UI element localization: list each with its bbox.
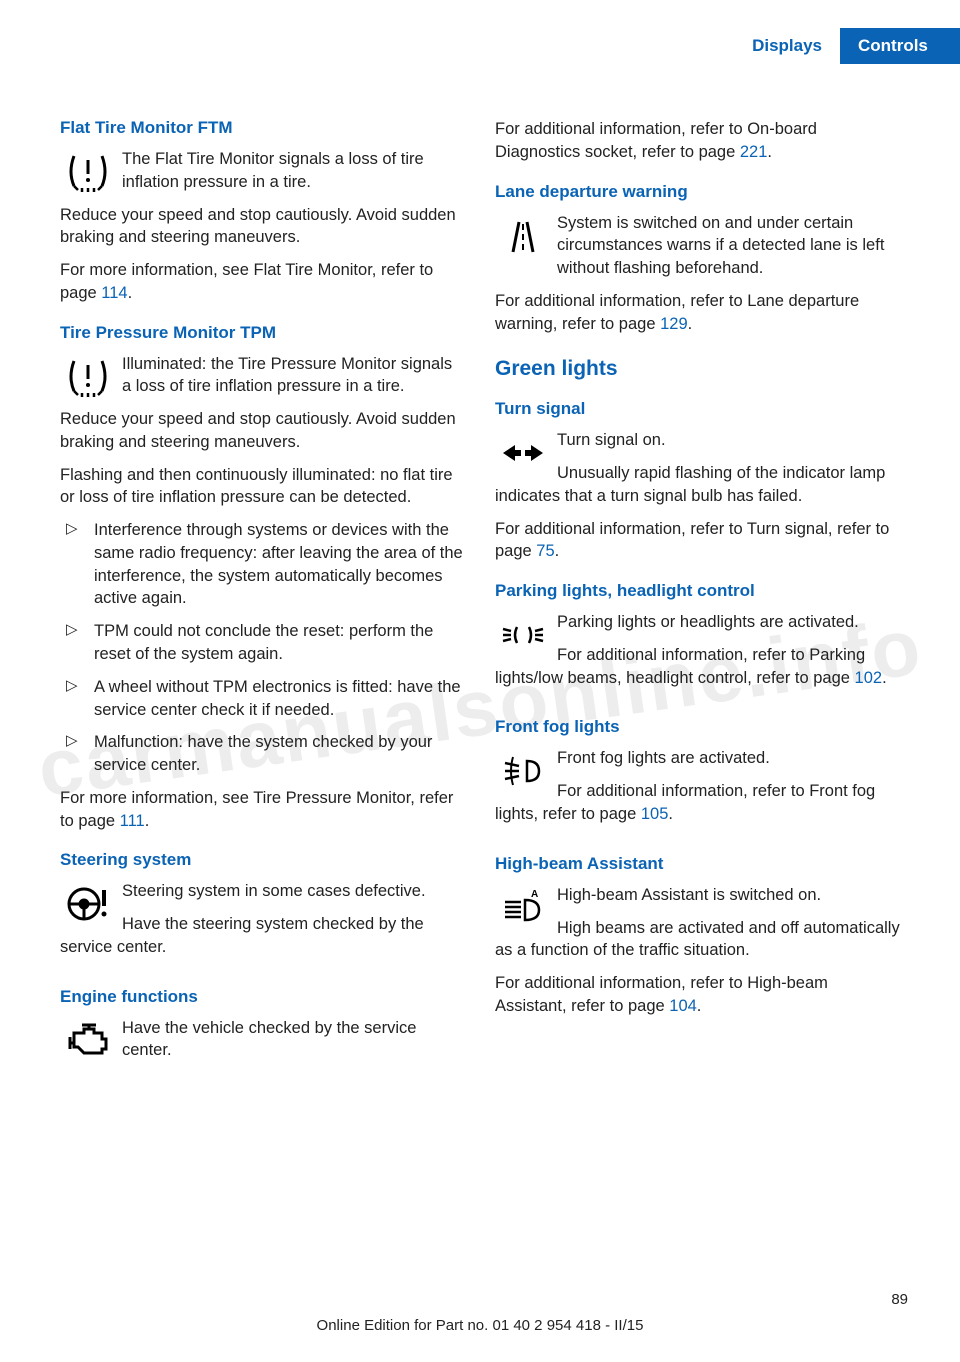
heading-tpm: Tire Pressure Monitor TPM (60, 323, 465, 343)
link-114[interactable]: 114 (101, 284, 127, 302)
heading-parking: Parking lights, headlight control (495, 581, 900, 601)
heading-hba: High-beam Assistant (495, 854, 900, 874)
footer-text: Online Edition for Part no. 01 40 2 954 … (0, 1317, 960, 1334)
hba-p1: High-beam Assistant is switched on. (495, 884, 900, 907)
tpm-p4: For more information, see Tire Pressure … (60, 787, 465, 833)
link-221[interactable]: 221 (740, 143, 768, 161)
tpm-p1: Illuminated: the Tire Pressure Monitor s… (60, 353, 465, 399)
lane-p1: System is switched on and under cer­tain… (495, 212, 900, 280)
list-item: Interference through systems or devices … (60, 519, 465, 610)
list-item: Malfunction: have the system checked by … (60, 731, 465, 777)
hba-p3: For additional information, refer to Hig… (495, 972, 900, 1018)
parking-lights-icon (495, 611, 551, 659)
left-column: Flat Tire Monitor FTM The Flat Tire Moni… (60, 100, 465, 1272)
tpm-p2: Reduce your speed and stop cautiously. A… (60, 408, 465, 454)
right-column: For additional information, refer to On-… (495, 100, 900, 1272)
heading-ftm: Flat Tire Monitor FTM (60, 118, 465, 138)
heading-green-lights: Green lights (495, 357, 900, 381)
svg-text:A: A (531, 889, 538, 900)
tab-controls: Controls (840, 28, 960, 64)
obd-p1: For additional information, refer to On-… (495, 118, 900, 164)
list-item: TPM could not conclude the reset: perfor… (60, 620, 465, 666)
heading-engine: Engine functions (60, 987, 465, 1007)
link-104[interactable]: 104 (669, 997, 697, 1015)
tpm-list: Interference through systems or devices … (60, 519, 465, 777)
section-tpm: Illuminated: the Tire Pressure Monitor s… (60, 353, 465, 409)
steering-wheel-icon (60, 880, 116, 928)
steer-p1: Steering system in some cases defec­tive… (60, 880, 465, 903)
section-engine: Have the vehicle checked by the serv­ice… (60, 1017, 465, 1073)
tab-displays: Displays (734, 28, 840, 64)
link-102[interactable]: 102 (855, 669, 883, 687)
lane-departure-icon (495, 212, 551, 260)
park-p2: For additional information, refer to Par… (495, 644, 900, 690)
link-105[interactable]: 105 (641, 805, 669, 823)
header-tabs: Displays Controls (480, 28, 960, 64)
engine-icon (60, 1017, 116, 1065)
link-129[interactable]: 129 (660, 315, 688, 333)
high-beam-assist-icon: A (495, 884, 551, 932)
page-body: Flat Tire Monitor FTM The Flat Tire Moni… (60, 100, 900, 1272)
section-ftm: The Flat Tire Monitor signals a loss of … (60, 148, 465, 259)
fog-p1: Front fog lights are activated. (495, 747, 900, 770)
section-parking: Parking lights or headlights are acti­va… (495, 611, 900, 699)
list-item: A wheel without TPM electronics is fitte… (60, 676, 465, 722)
ftm-p3: For more information, see Flat Tire Moni… (60, 259, 465, 305)
engine-p1: Have the vehicle checked by the serv­ice… (60, 1017, 465, 1063)
heading-fog: Front fog lights (495, 717, 900, 737)
heading-lane: Lane departure warning (495, 182, 900, 202)
section-turn: Turn signal on. Unusually rapid flashing… (495, 429, 900, 517)
turn-p3: For additional information, refer to Tur… (495, 518, 900, 564)
section-lane: System is switched on and under cer­tain… (495, 212, 900, 290)
turn-p1: Turn signal on. (495, 429, 900, 452)
ftm-p1: The Flat Tire Monitor signals a loss of … (60, 148, 465, 194)
page-number: 89 (891, 1291, 908, 1308)
link-75[interactable]: 75 (536, 542, 554, 560)
tpm-p3: Flashing and then continuously illuminat… (60, 464, 465, 510)
section-fog: Front fog lights are activated. For addi… (495, 747, 900, 835)
turn-p2: Unusually rapid flashing of the indicato… (495, 462, 900, 508)
ftm-p2: Reduce your speed and stop cau­tiously. … (60, 204, 465, 250)
hba-p2: High beams are activated and off auto­ma… (495, 917, 900, 963)
turn-signal-icon (495, 429, 551, 477)
fog-light-icon (495, 747, 551, 795)
park-p1: Parking lights or headlights are acti­va… (495, 611, 900, 634)
section-steering: Steering system in some cases defec­tive… (60, 880, 465, 968)
tpm-warning-icon (60, 353, 116, 401)
lane-p2: For additional information, refer to Lan… (495, 290, 900, 336)
link-111[interactable]: 111 (120, 812, 145, 830)
tire-warning-icon (60, 148, 116, 196)
steer-p2: Have the steering system checked by the … (60, 913, 465, 959)
heading-steering: Steering system (60, 850, 465, 870)
section-hba: A High-beam Assistant is switched on. Hi… (495, 884, 900, 972)
fog-p2: For additional information, refer to Fro… (495, 780, 900, 826)
heading-turn: Turn signal (495, 399, 900, 419)
